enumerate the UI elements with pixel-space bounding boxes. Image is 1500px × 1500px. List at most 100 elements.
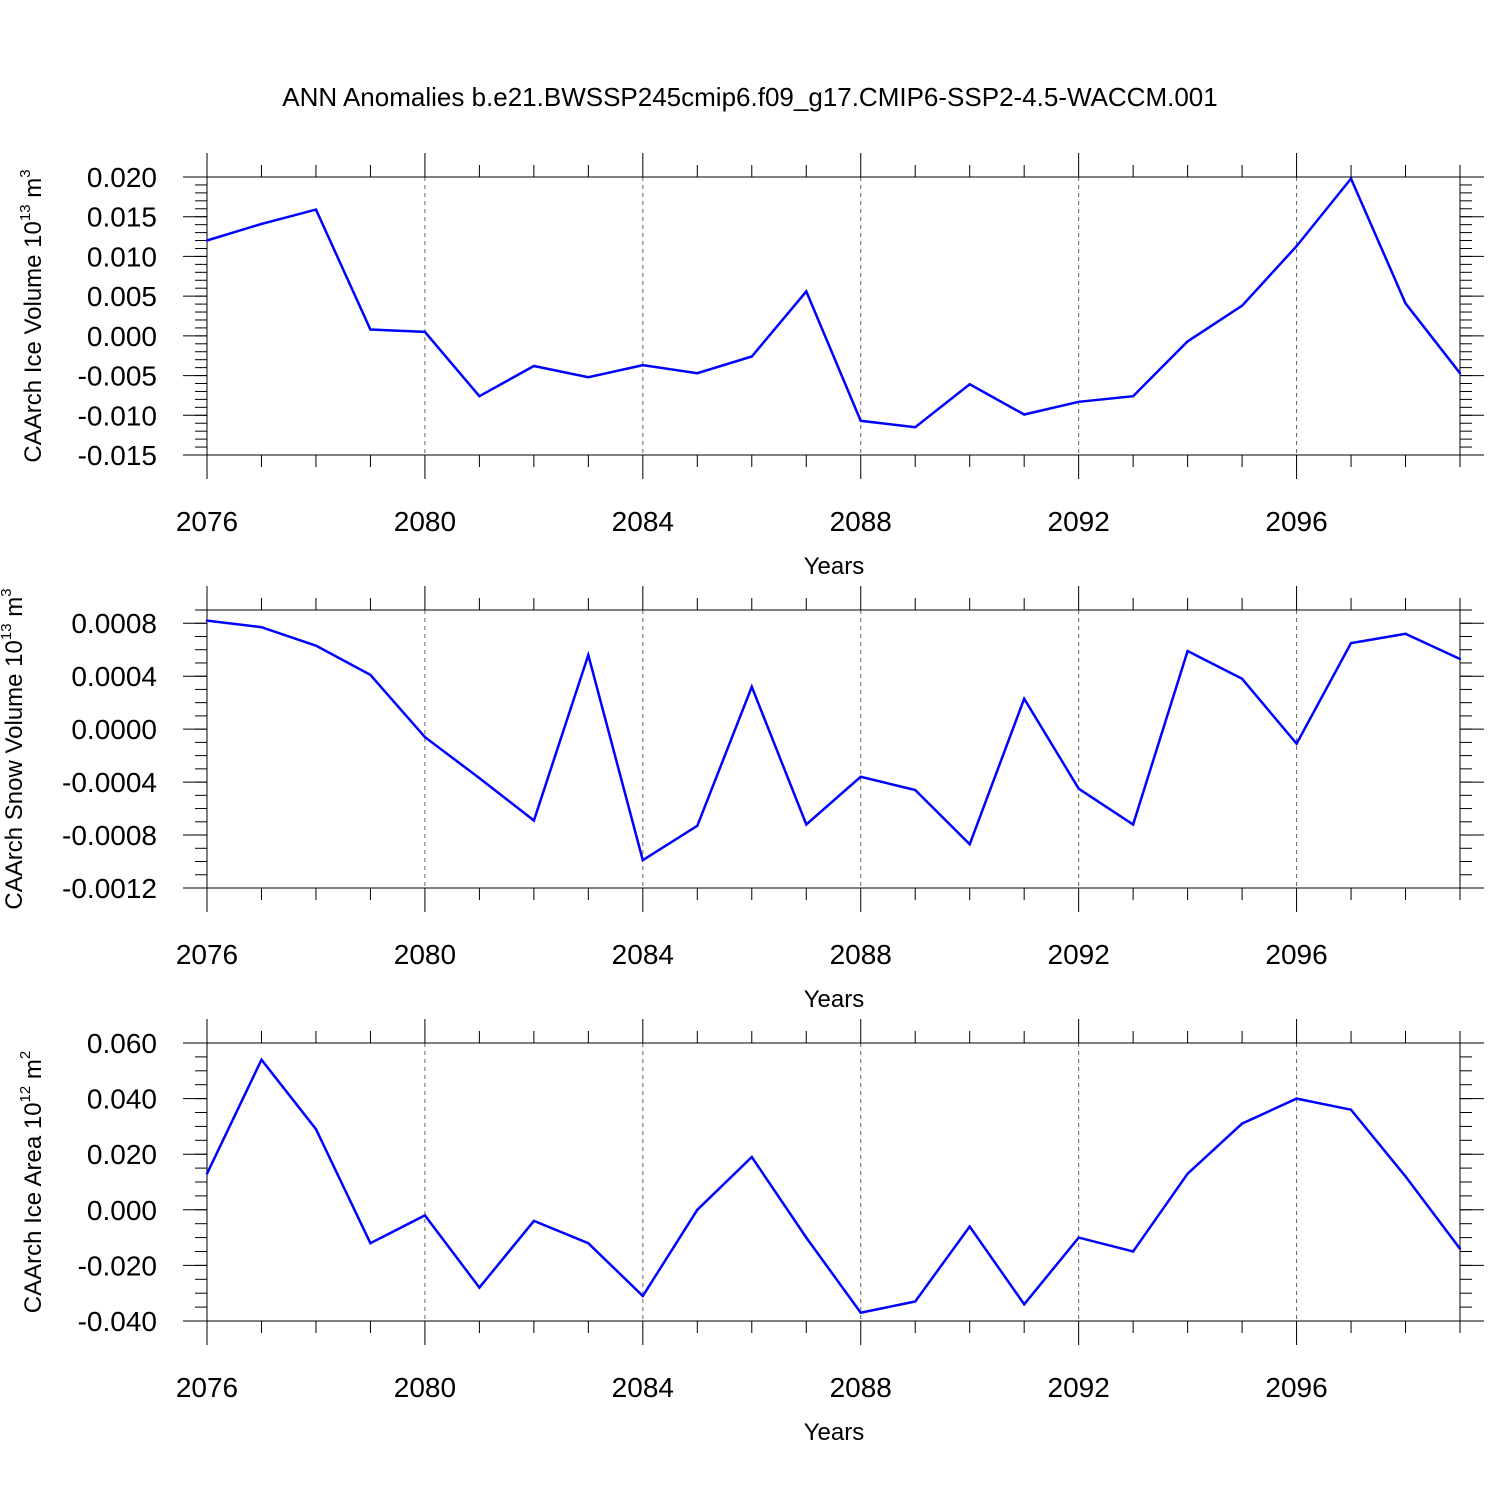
- x-tick-label: 2076: [176, 939, 238, 970]
- panel-2: -0.0012 -0.0008 -0.0004 0.0000 0.0004 0.0008 2…: [0, 586, 1484, 1013]
- data-point: [805, 823, 808, 826]
- data-point: [1295, 742, 1298, 745]
- x-axis-label: Years: [804, 986, 865, 1013]
- y-tick-label: 0.020: [87, 162, 157, 193]
- x-tick-label: 2096: [1265, 939, 1327, 970]
- data-point: [587, 1241, 590, 1245]
- data-point: [1404, 1175, 1407, 1178]
- data-point: [205, 619, 209, 622]
- x-tick-label: 2084: [612, 939, 674, 970]
- data-point: [1458, 1247, 1462, 1250]
- x-tick-label: 2080: [394, 1372, 456, 1403]
- data-point: [696, 1208, 699, 1212]
- data-point: [532, 1219, 536, 1223]
- data-point: [805, 290, 808, 293]
- y-tick-label: -0.010: [78, 400, 157, 431]
- x-tick-label: 2088: [830, 506, 892, 537]
- data-point: [1240, 677, 1244, 681]
- data-point: [1077, 1236, 1080, 1239]
- y-tick-label: -0.0004: [62, 767, 157, 798]
- panel-1: -0.015 -0.010 -0.005 0.000 0.005 0.010 0.015 0.…: [17, 153, 1484, 580]
- data-point: [1295, 1097, 1298, 1100]
- data-point: [423, 1214, 427, 1217]
- x-tick-label: 2080: [394, 939, 456, 970]
- y-tick-label: 0.060: [87, 1028, 157, 1059]
- x-tick-label: 2084: [612, 1372, 674, 1403]
- data-line: [206, 176, 1461, 429]
- data-point: [968, 843, 971, 846]
- data-point: [369, 1241, 372, 1245]
- data-point: [1077, 787, 1080, 790]
- y-tick-label: -0.005: [78, 361, 157, 392]
- y-tick-label: 0.0008: [71, 608, 157, 639]
- data-point: [423, 330, 427, 334]
- data-point: [1077, 400, 1080, 403]
- data-point: [1022, 697, 1026, 700]
- data-point: [478, 395, 481, 398]
- data-point: [1186, 1172, 1189, 1175]
- data-point: [968, 1225, 971, 1228]
- data-point: [914, 1300, 917, 1303]
- x-axis-label: Years: [804, 553, 865, 580]
- data-point: [914, 788, 917, 792]
- chart-title: ANN Anomalies b.e21.BWSSP245cmip6.f09_g1…: [282, 82, 1217, 112]
- data-point: [641, 1294, 645, 1298]
- data-point: [859, 1311, 862, 1314]
- y-tick-label: 0.0004: [71, 661, 157, 692]
- y-tick-label: 0.015: [87, 202, 157, 233]
- data-point: [260, 222, 263, 226]
- data-point: [1458, 371, 1462, 375]
- y-axis-label: CAArch Ice Area 1012 m2: [17, 1051, 47, 1313]
- data-point: [532, 364, 536, 368]
- data-point: [1131, 1250, 1135, 1253]
- data-point: [1131, 823, 1135, 826]
- data-point: [314, 208, 318, 211]
- x-tick-label: 2088: [830, 939, 892, 970]
- y-tick-label: -0.015: [78, 440, 157, 471]
- x-tick-label: 2088: [830, 1372, 892, 1403]
- data-point: [205, 239, 209, 242]
- x-tick-label: 2096: [1265, 1372, 1327, 1403]
- data-point: [1404, 632, 1407, 636]
- data-point: [696, 824, 699, 827]
- data-point: [641, 859, 645, 862]
- data-point: [859, 775, 862, 778]
- data-point: [532, 819, 536, 822]
- data-point: [587, 653, 590, 657]
- data-point: [1240, 304, 1244, 307]
- y-tick-label: 0.020: [87, 1139, 157, 1170]
- data-point: [696, 371, 699, 375]
- y-tick-label: 0.000: [87, 1195, 157, 1226]
- data-point: [750, 355, 753, 358]
- plot-frame: [206, 1042, 1461, 1322]
- data-point: [478, 1286, 481, 1289]
- data-point: [805, 1236, 808, 1239]
- y-tick-label: 0.040: [87, 1084, 157, 1115]
- panel-3: -0.040 -0.020 0.000 0.020 0.040 0.060 2076 2080…: [17, 1019, 1484, 1446]
- data-point: [314, 1127, 318, 1131]
- data-point: [369, 673, 372, 677]
- data-point: [859, 419, 862, 423]
- data-point: [1349, 177, 1353, 180]
- data-point: [1131, 395, 1135, 398]
- y-tick-label: -0.0008: [62, 820, 157, 851]
- y-tick-label: -0.0012: [62, 873, 157, 904]
- data-point: [369, 328, 372, 331]
- x-tick-label: 2076: [176, 506, 238, 537]
- x-tick-label: 2092: [1048, 1372, 1110, 1403]
- x-tick-label: 2096: [1265, 506, 1327, 537]
- y-tick-label: 0.000: [87, 321, 157, 352]
- data-point: [587, 375, 590, 379]
- y-axis-label: CAArch Snow Volume 1013 m3: [0, 588, 28, 909]
- y-tick-label: -0.040: [78, 1306, 157, 1337]
- plot-frame: [206, 609, 1461, 889]
- data-point: [1022, 413, 1026, 416]
- data-point: [1240, 1122, 1244, 1125]
- data-point: [914, 426, 917, 429]
- x-tick-label: 2080: [394, 506, 456, 537]
- data-point: [478, 776, 481, 780]
- data-point: [1349, 1108, 1353, 1111]
- x-tick-label: 2092: [1048, 939, 1110, 970]
- data-point: [750, 1155, 753, 1159]
